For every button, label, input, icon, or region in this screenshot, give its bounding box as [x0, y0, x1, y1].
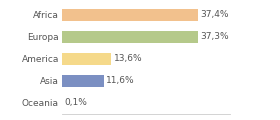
Text: 13,6%: 13,6%: [113, 54, 142, 63]
Bar: [62, 53, 111, 65]
Bar: [62, 9, 198, 21]
Text: 37,4%: 37,4%: [200, 10, 229, 19]
Text: 0,1%: 0,1%: [64, 98, 87, 107]
Text: 37,3%: 37,3%: [200, 32, 229, 41]
Bar: [62, 75, 104, 87]
Bar: [62, 31, 198, 43]
Text: 11,6%: 11,6%: [106, 76, 135, 85]
